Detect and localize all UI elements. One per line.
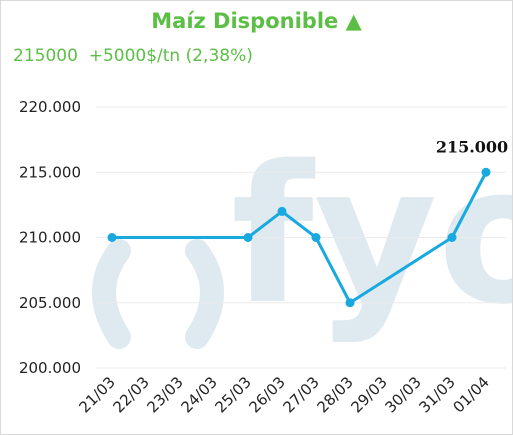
y-tick-label: 200.000 bbox=[19, 359, 81, 377]
series-layer: 215.000 bbox=[107, 137, 508, 308]
chart-title: Maíz Disponible ▲ bbox=[1, 9, 512, 33]
data-point[interactable] bbox=[243, 233, 253, 242]
data-point[interactable] bbox=[481, 167, 491, 177]
data-point[interactable] bbox=[447, 233, 457, 242]
y-tick-label: 205.000 bbox=[19, 294, 81, 312]
x-tick-label: 29/03 bbox=[348, 373, 391, 416]
watermark-paren-left bbox=[92, 239, 131, 349]
x-tick-label: 24/03 bbox=[178, 373, 221, 416]
x-tick-label: 26/03 bbox=[246, 373, 289, 416]
trend-up-icon: ▲ bbox=[345, 9, 362, 33]
x-tick-label: 21/03 bbox=[76, 373, 119, 416]
data-point[interactable] bbox=[311, 233, 321, 242]
y-axis: 200.000 205.000 210.000 215.000 220.000 bbox=[19, 98, 81, 377]
watermark-logo: fyo bbox=[92, 125, 512, 349]
x-axis: 21/0322/0323/0324/0325/0326/0327/0328/03… bbox=[76, 373, 493, 416]
watermark-text: fyo bbox=[231, 125, 512, 346]
last-value-label: 215.000 bbox=[436, 137, 508, 156]
y-tick-label: 215.000 bbox=[19, 163, 81, 181]
x-tick-label: 25/03 bbox=[212, 373, 255, 416]
y-tick-label: 210.000 bbox=[19, 229, 81, 247]
x-tick-label: 30/03 bbox=[382, 373, 425, 416]
price-change: +5000$/tn (2,38%) bbox=[88, 46, 253, 66]
title-text: Maíz Disponible bbox=[151, 9, 339, 33]
x-tick-label: 31/03 bbox=[416, 373, 459, 416]
x-tick-label: 27/03 bbox=[280, 373, 323, 416]
price-summary: 215000 +5000$/tn (2,38%) bbox=[13, 46, 253, 66]
watermark-paren-right bbox=[185, 239, 224, 349]
current-price: 215000 bbox=[13, 46, 78, 66]
x-tick-label: 28/03 bbox=[314, 373, 357, 416]
data-point[interactable] bbox=[277, 206, 287, 216]
x-tick-label: 01/04 bbox=[450, 373, 493, 416]
y-tick-label: 220.000 bbox=[19, 98, 81, 116]
data-point[interactable] bbox=[345, 298, 355, 308]
x-tick-label: 23/03 bbox=[144, 373, 187, 416]
x-tick-label: 22/03 bbox=[110, 373, 153, 416]
data-point[interactable] bbox=[107, 233, 117, 242]
